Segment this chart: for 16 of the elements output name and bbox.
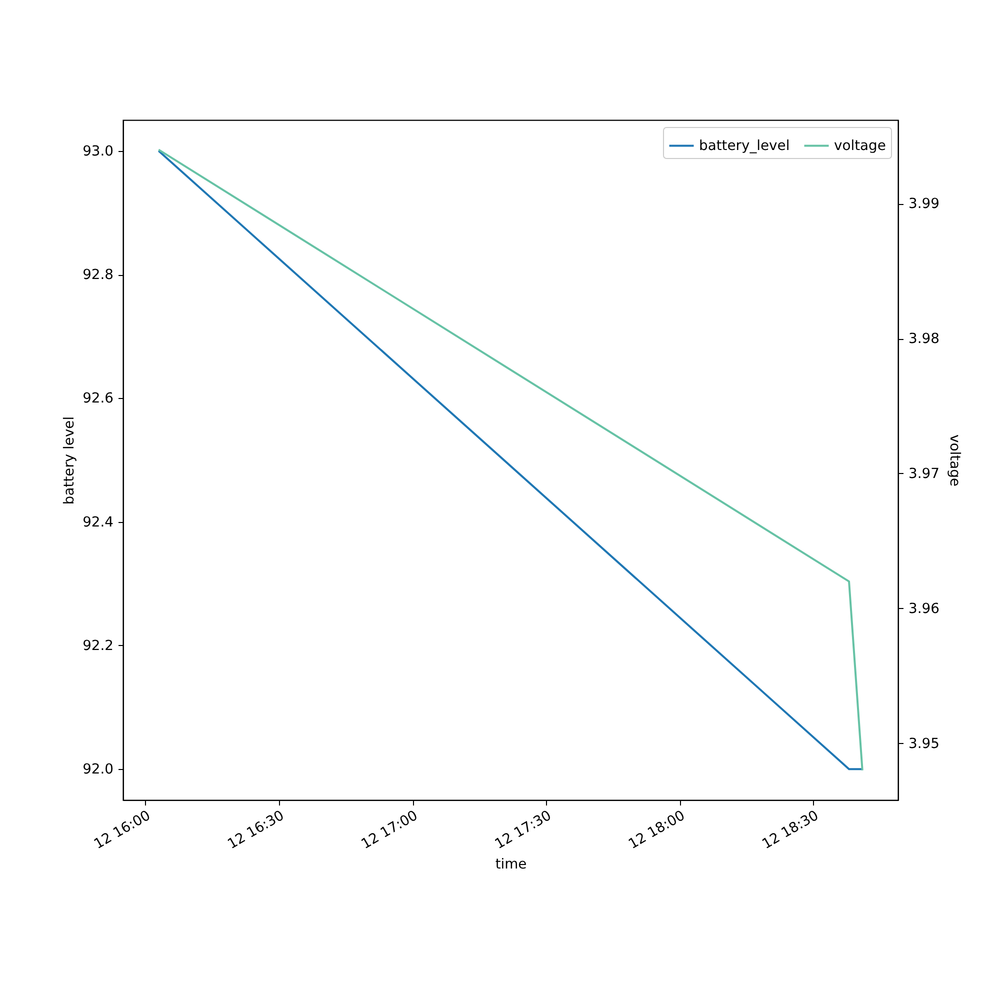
- legend-label: battery_level: [699, 138, 790, 154]
- y2-tick-label: 3.98: [908, 331, 940, 348]
- y2-tick-label: 3.97: [908, 466, 940, 482]
- y-tick-label: 93.0: [82, 143, 114, 160]
- y2-axis-title: voltage: [946, 434, 962, 486]
- y2-tick-label: 3.95: [908, 736, 940, 752]
- y-tick-label: 92.4: [82, 514, 114, 530]
- y2-tick-label: 3.99: [908, 196, 940, 212]
- y-tick-label: 92.2: [82, 638, 114, 654]
- legend-label: voltage: [834, 138, 886, 154]
- y-tick-label: 92.0: [82, 762, 114, 778]
- y-tick-label: 92.6: [82, 390, 114, 407]
- y-axis-title: battery level: [62, 416, 78, 505]
- y2-tick-label: 3.96: [908, 600, 940, 617]
- y-tick-label: 92.8: [82, 267, 114, 284]
- x-axis-title: time: [495, 856, 527, 873]
